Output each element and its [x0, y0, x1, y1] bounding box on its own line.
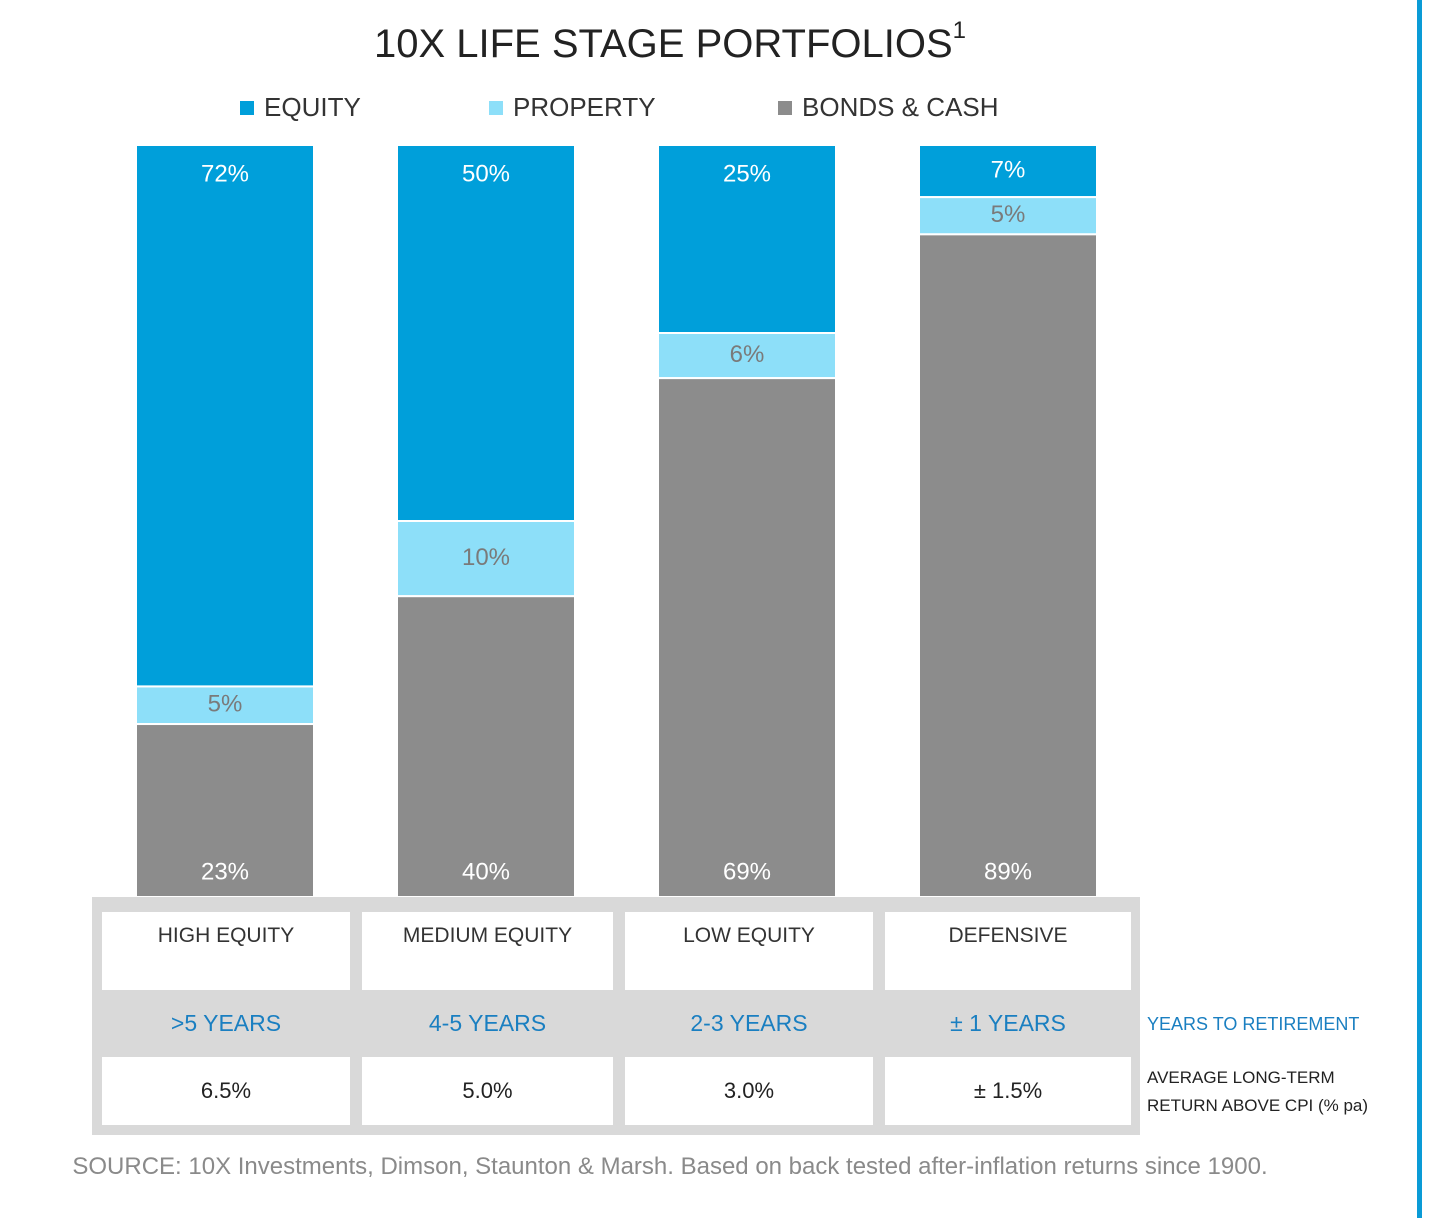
bar-segment — [396, 595, 576, 897]
bar-segment — [657, 144, 837, 334]
bar-segment — [135, 685, 315, 726]
title-text: 10X LIFE STAGE PORTFOLIOS — [374, 22, 953, 66]
table-cell: ± 1.5% — [885, 1057, 1131, 1125]
legend-swatch — [240, 101, 254, 115]
data-label: 7% — [991, 156, 1026, 183]
bar-segment — [918, 233, 1098, 897]
table-cell: 4-5 YEARS — [428, 1010, 547, 1036]
chart: 10X LIFE STAGE PORTFOLIOS1 EQUITY PROPERT… — [135, 17, 1098, 897]
table-header-cell: MEDIUM EQUITY — [362, 912, 613, 990]
bar-segment — [135, 723, 315, 897]
legend-swatch — [489, 101, 503, 115]
legend-swatch — [778, 101, 792, 115]
data-label: 25% — [723, 160, 771, 187]
row-label: YEARS TO RETIREMENT — [1147, 1014, 1360, 1034]
legend-label: BONDS & CASH — [802, 92, 999, 122]
bar-segment — [135, 144, 315, 688]
legend-label: EQUITY — [264, 92, 361, 122]
table-header-cell: DEFENSIVE — [885, 912, 1131, 990]
data-label: 89% — [984, 858, 1032, 885]
bar-segment — [396, 144, 576, 522]
data-label: 23% — [201, 858, 249, 885]
data-label: 50% — [462, 160, 510, 187]
chart-title: 10X LIFE STAGE PORTFOLIOS1 — [374, 17, 966, 65]
row-label: AVERAGE LONG-TERM RETURN ABOVE CPI (% pa… — [1147, 1068, 1369, 1115]
side-rule — [1417, 0, 1422, 1218]
table-cell: ± 1 YEARS — [950, 1010, 1066, 1036]
data-label: 5% — [208, 691, 243, 718]
table-header-cell: LOW EQUITY — [625, 912, 873, 990]
data-label: 6% — [730, 341, 765, 368]
title-note: 1 — [953, 17, 966, 44]
bar-segment — [396, 520, 576, 598]
table-cell: 5.0% — [362, 1057, 613, 1125]
source-note: SOURCE: 10X Investments, Dimson, Staunto… — [72, 1153, 1268, 1180]
bar-segment — [918, 144, 1098, 199]
table-cell: >5 YEARS — [170, 1010, 282, 1036]
table-cell: 2-3 YEARS — [690, 1010, 808, 1036]
data-label: 5% — [991, 201, 1026, 228]
bar-segment — [657, 377, 837, 897]
table: HIGH EQUITY MEDIUM EQUITY LOW EQUITY DEFENS… — [92, 897, 1140, 1135]
data-label: 69% — [723, 858, 771, 885]
legend-label: PROPERTY — [513, 92, 656, 122]
data-label: 40% — [462, 858, 510, 885]
data-label: 72% — [201, 160, 249, 187]
table-cell: 3.0% — [625, 1057, 873, 1125]
table-header-cell: HIGH EQUITY — [102, 912, 350, 990]
data-label: 10% — [462, 544, 510, 571]
table-cell: 6.5% — [102, 1057, 350, 1125]
